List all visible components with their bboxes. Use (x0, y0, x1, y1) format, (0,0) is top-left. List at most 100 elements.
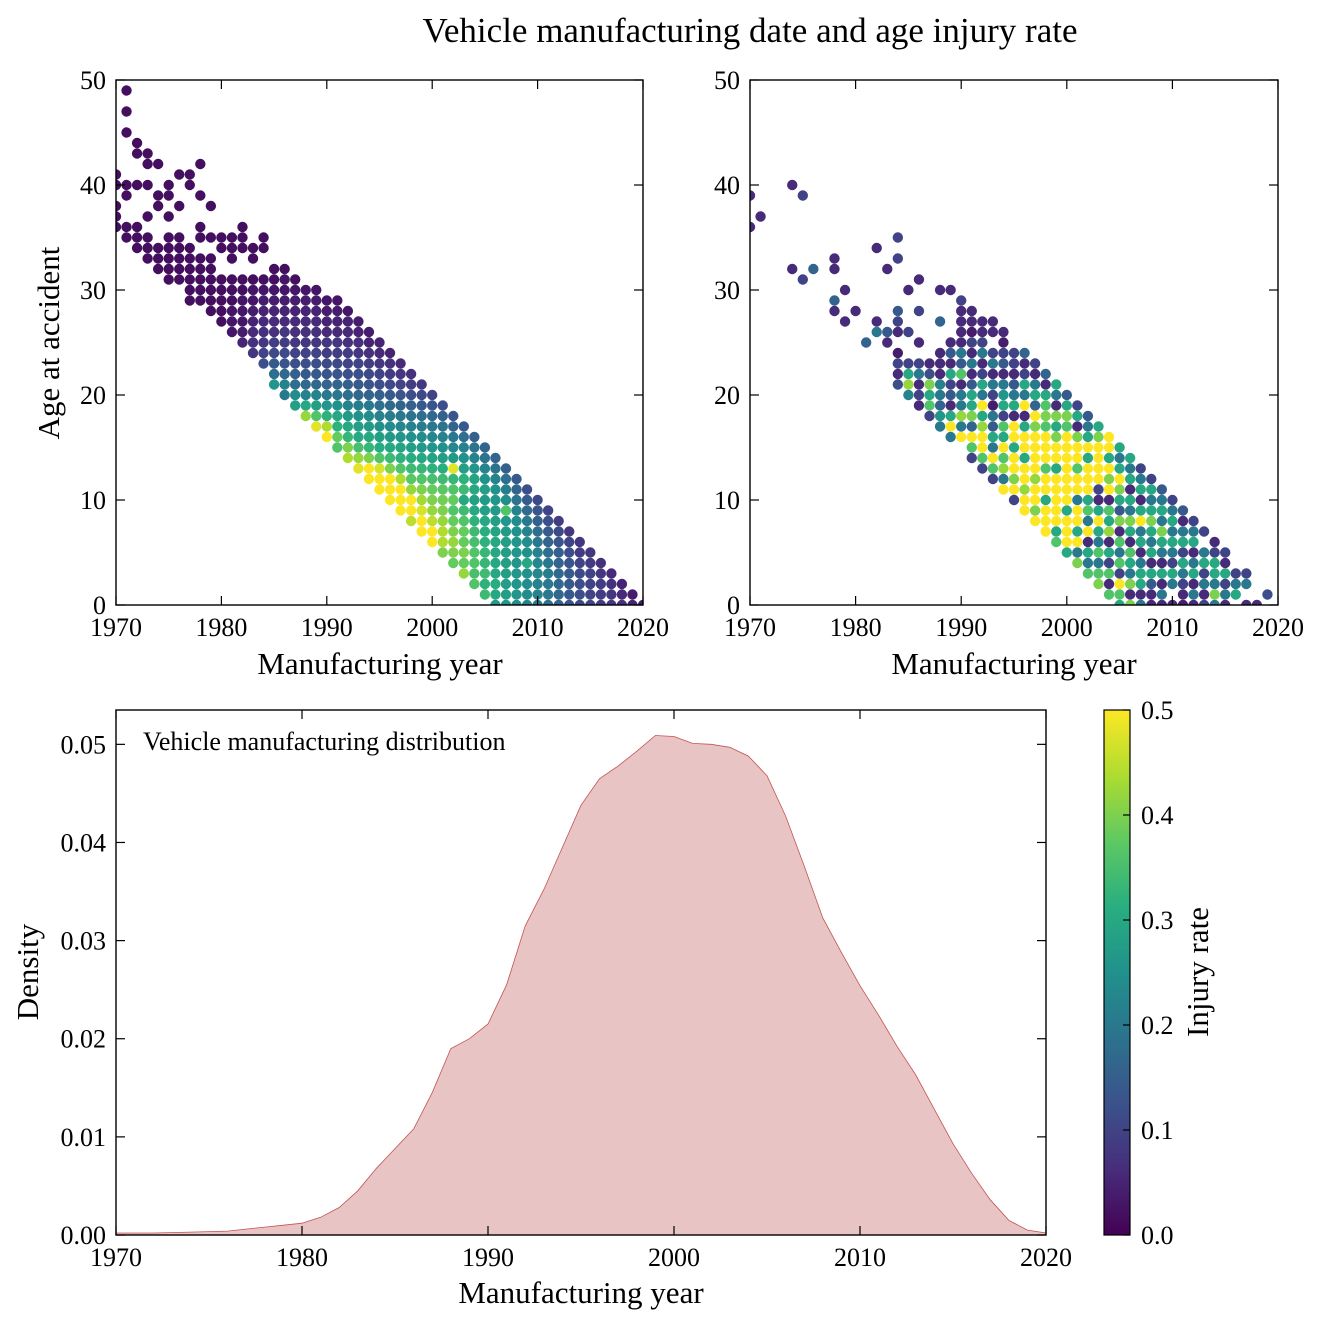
y-tick-label: 10 (80, 486, 106, 515)
scatter-point (1167, 578, 1178, 590)
scatter-point (1040, 421, 1051, 432)
scatter-point (258, 284, 269, 296)
scatter-point (945, 410, 956, 422)
colorbar-tick-label: 0.4 (1141, 801, 1174, 830)
scatter-point (384, 421, 396, 432)
scatter-point (289, 295, 301, 306)
scatter-point (542, 526, 554, 537)
scatter-point (913, 337, 925, 348)
scatter-point (300, 400, 311, 411)
scatter-point (532, 589, 543, 600)
scatter-point (1082, 463, 1094, 474)
scatter-point (205, 253, 217, 264)
scatter-point (300, 337, 311, 348)
scatter-point (237, 284, 248, 296)
scatter-point (1114, 589, 1125, 600)
scatter-point (490, 452, 501, 464)
scatter-point (405, 463, 417, 474)
scatter-point (184, 295, 195, 306)
scatter-point (458, 536, 470, 548)
scatter-point (311, 410, 322, 422)
scatter-point (247, 242, 259, 254)
scatter-point (374, 463, 385, 474)
scatter-point (268, 326, 280, 338)
scatter-point (924, 379, 935, 390)
scatter-point (1209, 568, 1220, 579)
x-tick-label: 2010 (1146, 613, 1198, 642)
scatter-point (1093, 547, 1104, 558)
x-tick-label: 1980 (276, 1243, 328, 1272)
scatter-point (987, 452, 999, 464)
scatter-point (258, 337, 269, 348)
scatter-point (1103, 505, 1115, 516)
scatter-point (956, 410, 967, 422)
scatter-point (860, 337, 872, 348)
scatter-point (934, 316, 946, 327)
scatter-point (1029, 368, 1041, 380)
scatter-point (405, 421, 417, 432)
scatter-point (405, 389, 417, 401)
scatter-point (511, 557, 522, 569)
scatter-point (924, 410, 935, 422)
scatter-point (205, 305, 217, 317)
scatter-point (1040, 463, 1051, 474)
scatter-point (427, 494, 438, 506)
scatter-point (353, 452, 364, 464)
x-tick-label: 2010 (512, 613, 564, 642)
scatter-point (1198, 578, 1210, 590)
scatter-point (311, 358, 322, 369)
scatter-point (311, 326, 322, 338)
scatter-point (384, 368, 396, 380)
scatter-point (1008, 452, 1020, 464)
scatter-point (966, 442, 977, 453)
scatter-point (1019, 431, 1030, 443)
scatter-point (289, 337, 301, 348)
scatter-point (479, 473, 491, 485)
scatter-point (216, 274, 227, 285)
scatter-point (416, 431, 427, 443)
scatter-point (1103, 547, 1115, 558)
scatter-point (332, 368, 343, 380)
scatter-point (1072, 547, 1083, 558)
scatter-point (1103, 536, 1115, 548)
scatter-point (1156, 484, 1168, 495)
scatter-point (1051, 536, 1062, 548)
scatter-point (500, 599, 512, 605)
scatter-point (448, 526, 459, 537)
scatter-point (1167, 515, 1178, 527)
scatter-point (1008, 389, 1020, 401)
scatter-point (405, 494, 417, 506)
scatter-point (195, 263, 206, 275)
scatter-point (321, 410, 332, 422)
scatter-point (363, 400, 375, 411)
scatter-point (966, 421, 977, 432)
scatter-point (977, 347, 988, 359)
scatter-point (1135, 536, 1146, 548)
scatter-point (205, 295, 217, 306)
scatter-point (469, 568, 480, 579)
scatter-point (247, 326, 259, 338)
scatter-point (1177, 536, 1189, 548)
scatter-point (1019, 463, 1030, 474)
scatter-point (892, 316, 904, 327)
scatter-point (437, 515, 448, 527)
scatter-point (892, 253, 904, 264)
scatter-point (574, 589, 585, 600)
scatter-point (1061, 536, 1073, 548)
scatter-point (142, 179, 153, 191)
scatter-point (977, 316, 988, 327)
scatter-point (332, 358, 343, 369)
scatter-point (216, 305, 227, 317)
scatter-point (1114, 442, 1125, 453)
scatter-point (300, 326, 311, 338)
scatter-point (448, 494, 459, 506)
scatter-point (195, 253, 206, 264)
scatter-point (1008, 358, 1020, 369)
scatter-point (977, 463, 988, 474)
scatter-point (258, 242, 269, 254)
scatter-point (1072, 400, 1083, 411)
scatter-point (469, 526, 480, 537)
scatter-point (469, 536, 480, 548)
scatter-point (553, 589, 564, 600)
